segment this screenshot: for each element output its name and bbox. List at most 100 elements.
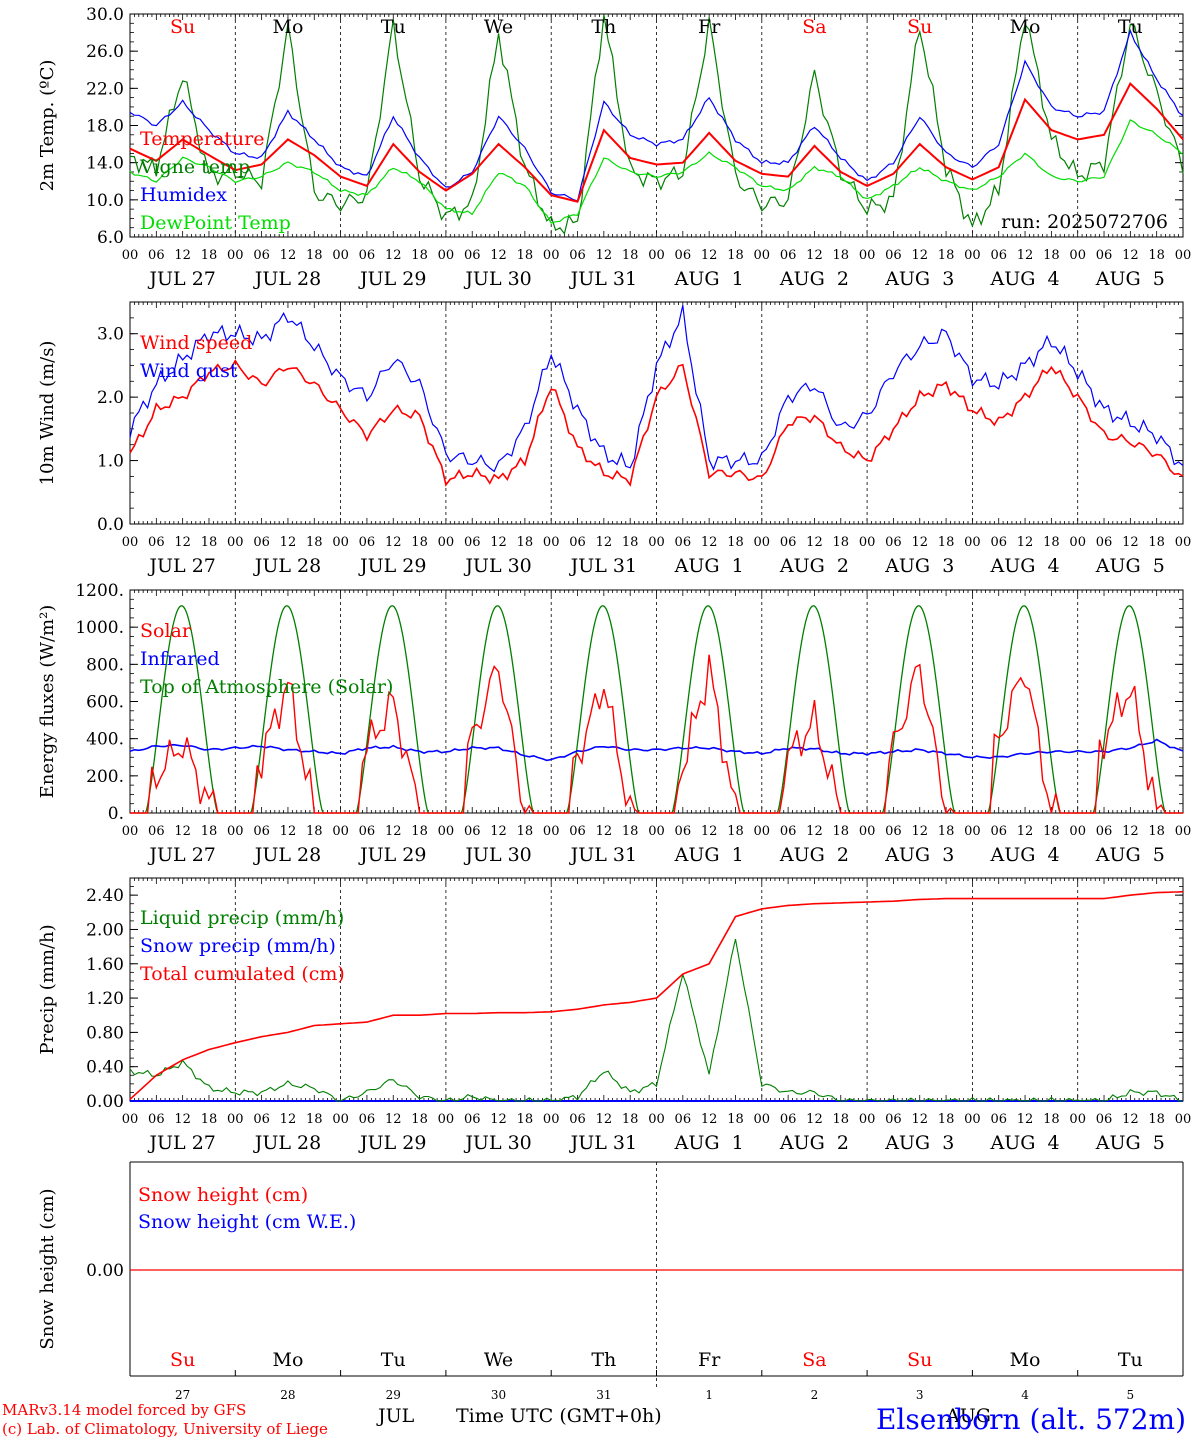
hour-tick-label: 12: [490, 1112, 507, 1127]
hour-tick-label: 12: [1122, 248, 1139, 263]
y-tick-label: 0.0: [97, 515, 124, 535]
day-number-label: 28: [280, 1388, 295, 1402]
y-tick-label: 0.: [108, 804, 124, 824]
hour-tick-label: 18: [517, 535, 534, 550]
legend-entry: Snow precip (mm/h): [140, 935, 336, 957]
date-label: JUL 28: [253, 844, 321, 866]
day-number-label: 30: [491, 1388, 506, 1402]
date-label: AUG 5: [1095, 268, 1165, 290]
hour-tick-label: 12: [1017, 248, 1034, 263]
weekday-label: Su: [170, 16, 195, 38]
hour-tick-label: 06: [569, 824, 586, 839]
hour-tick-label: 06: [253, 824, 270, 839]
date-label: JUL 30: [463, 268, 531, 290]
hour-tick-label: 12: [385, 824, 402, 839]
date-label: JUL 27: [147, 555, 215, 577]
hour-tick-label: 00: [1175, 824, 1192, 839]
hour-tick-label: 00: [1175, 248, 1192, 263]
date-label: JUL 30: [463, 844, 531, 866]
hour-tick-label: 12: [911, 1112, 928, 1127]
hour-tick-label: 00: [332, 824, 349, 839]
hour-tick-label: 00: [648, 824, 665, 839]
series-line-wind-speed: [129, 359, 1184, 487]
lab-credit: (c) Lab. of Climatology, University of L…: [2, 1420, 328, 1438]
day-number-label: 27: [175, 1388, 190, 1402]
hour-tick-label: 06: [148, 824, 165, 839]
hour-tick-label: 12: [806, 248, 823, 263]
hour-tick-label: 00: [1069, 1112, 1086, 1127]
hour-tick-label: 00: [543, 1112, 560, 1127]
hour-tick-label: 06: [675, 1112, 692, 1127]
series-line-solar: [130, 654, 1183, 815]
hour-tick-label: 06: [885, 248, 902, 263]
date-label: AUG 4: [990, 1132, 1060, 1154]
hour-tick-label: 18: [1148, 824, 1165, 839]
hour-tick-label: 00: [859, 1112, 876, 1127]
y-axis-title: Snow height (cm): [37, 1188, 58, 1349]
hour-tick-label: 00: [1069, 535, 1086, 550]
date-label: AUG 3: [884, 844, 954, 866]
date-label: JUL 27: [147, 844, 215, 866]
series-line-top-of-atmosphere: [130, 605, 1183, 814]
hour-tick-label: 18: [622, 535, 639, 550]
legend-entry: Temperature: [140, 128, 264, 150]
series-line-temperature: [129, 82, 1184, 203]
date-label: AUG 4: [990, 268, 1060, 290]
hour-tick-label: 12: [1122, 824, 1139, 839]
hour-tick-label: 00: [332, 1112, 349, 1127]
hour-tick-label: 18: [517, 824, 534, 839]
y-tick-label: 18.0: [86, 117, 124, 137]
hour-tick-label: 12: [280, 248, 297, 263]
day-number-label: 3: [916, 1388, 924, 1402]
date-label: JUL 31: [569, 844, 637, 866]
date-label: AUG 3: [884, 555, 954, 577]
hour-tick-label: 12: [174, 824, 191, 839]
series-line-infrared: [129, 738, 1184, 762]
hour-tick-label: 18: [938, 535, 955, 550]
weekday-label: We: [484, 1349, 513, 1371]
hour-tick-label: 12: [701, 1112, 718, 1127]
day-number-label: 29: [386, 1388, 401, 1402]
series-line-total-cumulated-cm-: [129, 890, 1184, 1100]
hour-tick-label: 06: [675, 248, 692, 263]
hour-tick-label: 18: [727, 824, 744, 839]
hour-tick-label: 12: [385, 535, 402, 550]
date-label: AUG 2: [779, 268, 849, 290]
hour-tick-label: 00: [964, 248, 981, 263]
hour-tick-label: 18: [411, 1112, 428, 1127]
y-tick-label: 1200.: [75, 581, 124, 601]
y-tick-label: 400.: [86, 730, 124, 750]
y-axis-title: 10m Wind (m/s): [37, 341, 58, 486]
panel-frame: [129, 13, 1184, 238]
y-tick-label: 30.0: [86, 5, 124, 25]
series-line-humidex: [129, 28, 1184, 202]
weekday-label: Th: [591, 16, 616, 38]
hour-tick-label: 06: [1096, 248, 1113, 263]
run-annotation: run: 2025072706: [1001, 211, 1168, 233]
date-label: AUG 1: [674, 1132, 744, 1154]
hour-tick-label: 06: [253, 1112, 270, 1127]
hour-tick-label: 12: [596, 824, 613, 839]
hour-tick-label: 18: [1043, 248, 1060, 263]
legend-entry: Snow height (cm W.E.): [138, 1211, 356, 1233]
day-number-label: 31: [596, 1388, 611, 1402]
date-label: AUG 2: [779, 844, 849, 866]
hour-tick-label: 18: [517, 1112, 534, 1127]
date-label: JUL 29: [358, 268, 426, 290]
y-axis-title: Energy fluxes (W/m²): [37, 605, 58, 799]
hour-tick-label: 06: [990, 248, 1007, 263]
hour-tick-label: 06: [464, 535, 481, 550]
hour-tick-label: 12: [490, 824, 507, 839]
date-label: JUL 27: [147, 1132, 215, 1154]
hour-tick-label: 12: [1017, 1112, 1034, 1127]
hour-tick-label: 00: [1069, 824, 1086, 839]
hour-tick-label: 00: [754, 248, 771, 263]
hour-tick-label: 00: [227, 824, 244, 839]
y-tick-label: 2.00: [86, 920, 124, 940]
hour-tick-label: 00: [332, 535, 349, 550]
hour-tick-label: 18: [833, 535, 850, 550]
hour-tick-label: 18: [1148, 1112, 1165, 1127]
hour-tick-label: 12: [490, 535, 507, 550]
date-label: JUL 28: [253, 268, 321, 290]
hour-tick-label: 06: [464, 824, 481, 839]
